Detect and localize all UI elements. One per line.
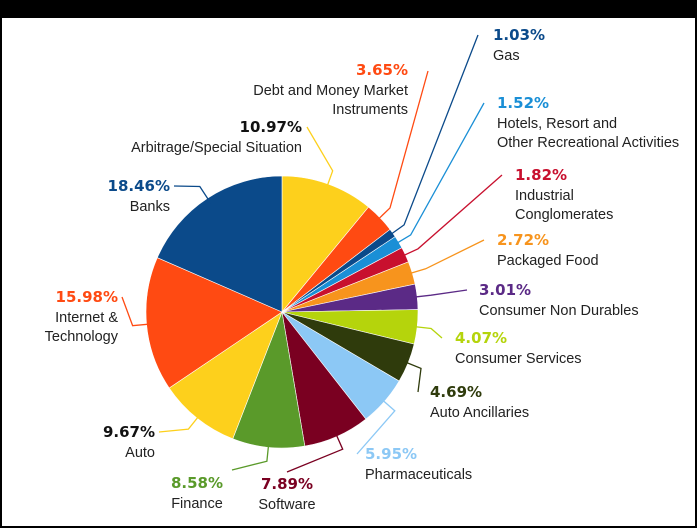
category-label: Arbitrage/Special Situation	[131, 140, 302, 156]
leader-line	[406, 239, 485, 276]
leader-line	[306, 126, 334, 190]
value-label: 1.52%	[497, 94, 549, 112]
leader-line	[393, 102, 485, 246]
category-label: Consumer Non Durables	[479, 303, 639, 319]
leader-line	[286, 430, 344, 473]
leader-line	[387, 34, 479, 238]
leader-line	[375, 70, 429, 223]
leader-line	[231, 441, 270, 471]
category-label: Finance	[171, 496, 223, 512]
category-label: Software	[258, 497, 315, 513]
value-label: 1.03%	[493, 26, 545, 44]
value-label: 9.67%	[103, 423, 155, 441]
value-label: 4.07%	[455, 329, 507, 347]
category-label: Auto Ancillaries	[430, 405, 529, 421]
category-label: Internet & Technology	[45, 310, 119, 345]
value-label: 3.01%	[479, 281, 531, 299]
value-label: 4.69%	[430, 383, 482, 401]
value-label: 10.97%	[240, 118, 302, 136]
value-label: 1.82%	[515, 166, 567, 184]
value-label: 5.95%	[365, 445, 417, 463]
leader-line	[399, 174, 503, 258]
category-label: Consumer Services	[455, 351, 582, 367]
leader-line	[356, 397, 396, 455]
value-label: 7.89%	[261, 475, 313, 493]
category-label: Industrial Conglomerates	[515, 188, 613, 223]
category-label: Gas	[493, 48, 520, 64]
category-label: Pharmaceuticals	[365, 467, 472, 483]
value-label: 3.65%	[356, 61, 408, 79]
value-label: 8.58%	[171, 474, 223, 492]
leader-line	[121, 296, 153, 327]
value-label: 2.72%	[497, 231, 549, 249]
value-label: 15.98%	[56, 288, 118, 306]
category-label: Debt and Money Market Instruments	[253, 83, 408, 118]
leader-line	[411, 325, 443, 339]
category-label: Hotels, Resort and Other Recreational Act…	[497, 116, 679, 151]
category-label: Auto	[125, 445, 155, 461]
top-bar	[0, 0, 697, 18]
category-label: Banks	[130, 199, 170, 215]
leader-line	[158, 413, 202, 433]
leader-line	[402, 360, 422, 393]
category-label: Packaged Food	[497, 253, 599, 269]
leader-line	[411, 289, 468, 299]
leader-line	[173, 185, 212, 204]
value-label: 18.46%	[108, 177, 170, 195]
